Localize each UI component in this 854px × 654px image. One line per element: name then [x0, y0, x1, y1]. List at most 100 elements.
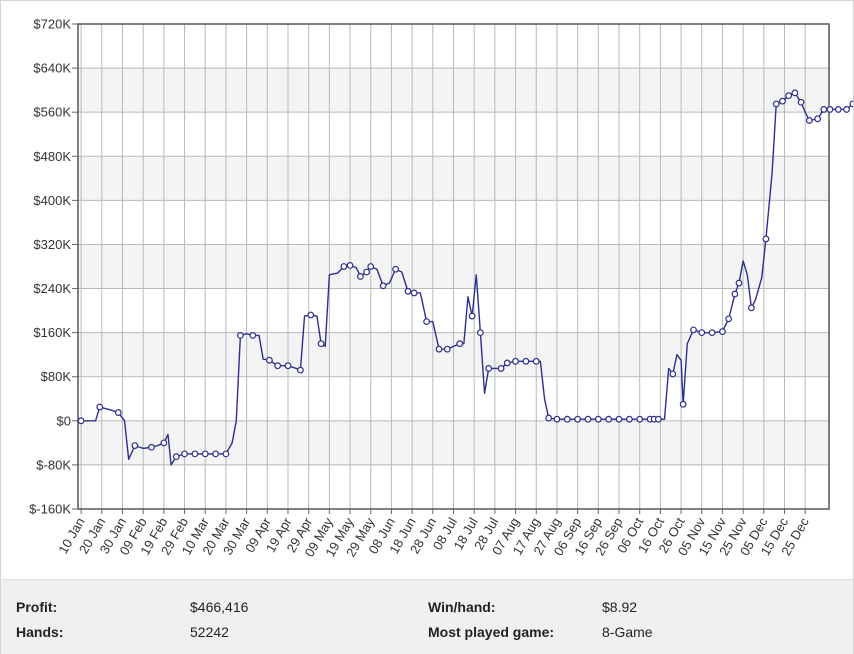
data-point	[435, 345, 443, 353]
winhand-label: Win/hand:	[428, 599, 496, 615]
data-point	[404, 287, 412, 295]
data-point	[297, 366, 304, 374]
data-point	[553, 415, 561, 423]
game-value: 8-Game	[602, 624, 653, 640]
data-point	[181, 450, 188, 458]
data-point	[574, 415, 582, 423]
data-point	[820, 106, 828, 113]
data-point	[346, 261, 354, 269]
data-point	[485, 365, 493, 372]
data-point	[392, 265, 399, 273]
data-point	[690, 326, 697, 334]
winhand-value: $8.92	[602, 599, 638, 615]
y-tick-label: $-80K	[36, 457, 71, 472]
data-point	[762, 235, 770, 243]
data-point	[96, 403, 104, 411]
data-point	[779, 97, 786, 105]
data-point	[249, 331, 257, 339]
data-point	[605, 415, 613, 423]
data-point	[423, 318, 431, 326]
data-point	[191, 450, 199, 458]
data-point	[363, 268, 371, 276]
data-point	[114, 409, 122, 416]
data-point	[748, 304, 755, 312]
data-point	[497, 365, 505, 372]
y-tick-label: $80K	[41, 369, 72, 384]
data-point	[698, 329, 706, 337]
data-point	[849, 100, 853, 108]
hands-label: Hands:	[16, 624, 64, 640]
profit-chart: $720K $640K $560K $480K $400K $320K $240K $160K…	[1, 1, 853, 579]
data-point	[357, 273, 364, 280]
y-tick-label: $640K	[33, 61, 71, 76]
data-point	[503, 359, 511, 367]
profit-chart-svg: $720K $640K $560K $480K $400K $320K $240K $160K…	[29, 17, 853, 559]
profit-label: Profit:	[16, 599, 58, 615]
data-point	[307, 311, 315, 319]
data-point	[532, 357, 540, 365]
data-point	[201, 450, 209, 458]
data-point	[237, 331, 244, 339]
data-point	[814, 115, 822, 123]
data-point	[708, 329, 716, 337]
data-point	[131, 442, 139, 450]
data-point	[274, 362, 282, 370]
data-point	[725, 315, 733, 323]
data-point	[456, 340, 464, 348]
plot-border	[77, 23, 830, 510]
y-tick-label: $0	[57, 413, 71, 428]
y-tick-label: $320K	[33, 237, 71, 252]
hands-value: 52242	[190, 624, 229, 640]
data-point	[735, 279, 743, 287]
data-point	[625, 415, 633, 423]
data-point	[805, 117, 813, 124]
data-point	[443, 345, 451, 353]
data-point	[797, 98, 805, 106]
data-point	[719, 328, 726, 335]
data-point	[317, 340, 325, 348]
data-point	[172, 453, 180, 461]
data-point	[594, 415, 602, 423]
data-point	[669, 370, 677, 378]
data-point	[563, 415, 571, 423]
y-tick-label: $560K	[33, 105, 71, 120]
y-tick-label: $720K	[33, 17, 71, 32]
game-label: Most played game:	[428, 624, 555, 640]
data-point	[212, 450, 219, 458]
data-point	[222, 450, 230, 458]
data-point	[367, 263, 375, 270]
data-point	[654, 415, 662, 423]
data-point	[160, 439, 168, 447]
data-point	[772, 100, 780, 108]
profit-value: $466,416	[190, 599, 249, 615]
data-point	[679, 400, 687, 408]
data-point	[545, 414, 553, 422]
data-point	[826, 106, 834, 113]
data-point	[284, 362, 292, 370]
data-point	[148, 443, 155, 451]
y-tick-label: $160K	[33, 325, 71, 340]
stats-bar: Profit: $466,416 Win/hand: $8.92 Hands: …	[1, 579, 853, 654]
data-point	[615, 415, 623, 423]
data-point	[584, 415, 592, 423]
data-point	[522, 357, 530, 365]
data-point	[512, 357, 519, 365]
data-point	[785, 92, 793, 100]
y-tick-label: $480K	[33, 149, 71, 164]
data-point	[340, 263, 348, 270]
data-point	[843, 106, 850, 113]
data-point	[468, 312, 476, 320]
data-point	[265, 356, 273, 364]
y-tick-label: $240K	[33, 281, 71, 296]
data-point	[731, 290, 739, 298]
data-point	[77, 417, 85, 425]
data-point	[636, 415, 644, 423]
data-point	[791, 89, 799, 97]
y-tick-label: $400K	[33, 193, 71, 208]
data-point	[379, 282, 387, 290]
data-point	[410, 289, 418, 297]
y-tick-label: $-160K	[29, 502, 71, 517]
data-point	[476, 329, 484, 337]
data-point	[834, 106, 842, 113]
